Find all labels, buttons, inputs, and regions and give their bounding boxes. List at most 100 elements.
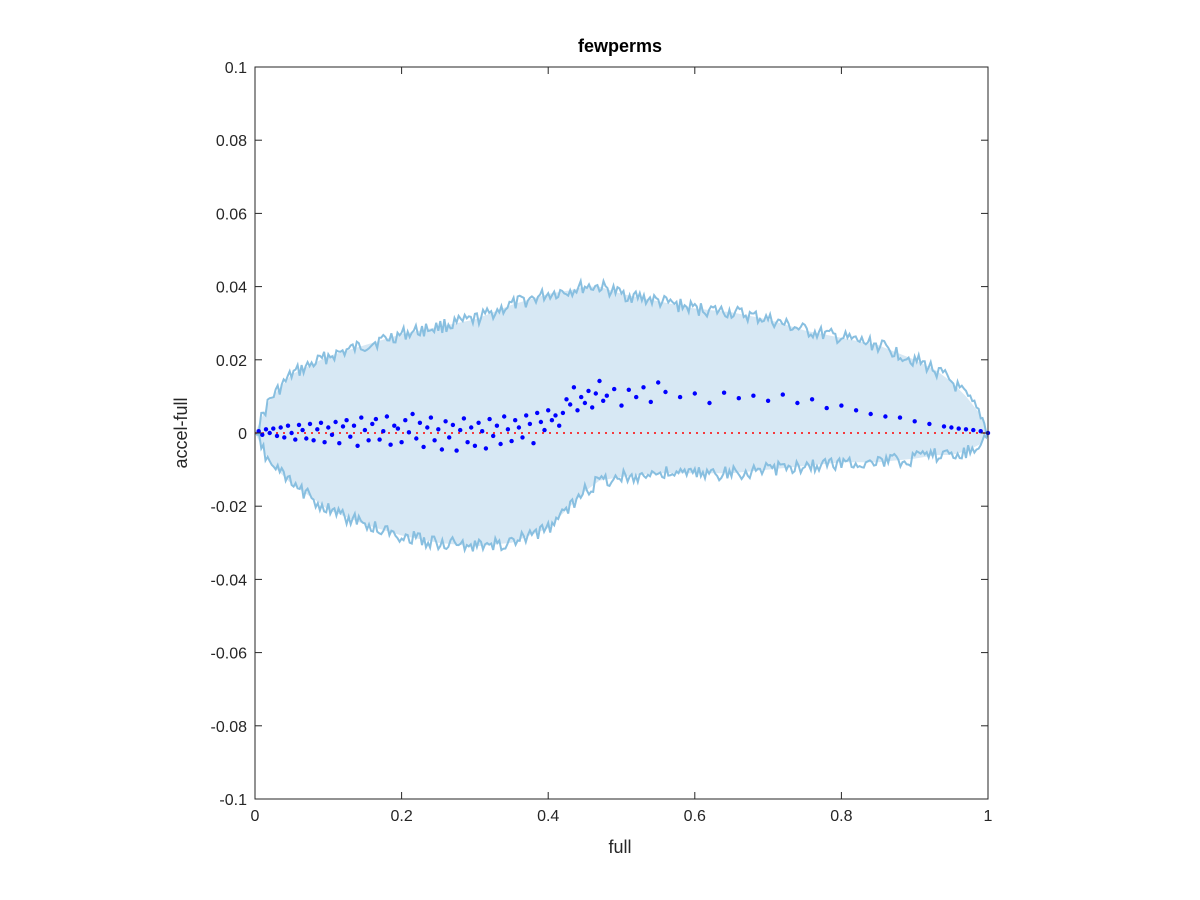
scatter-point	[406, 430, 412, 435]
scatter-point	[564, 397, 569, 402]
scatter-point	[458, 427, 463, 433]
scatter-point	[648, 399, 653, 405]
scatter-point	[868, 411, 873, 417]
scatter-point	[307, 421, 313, 427]
plot-area	[254, 277, 991, 554]
scatter-point	[641, 385, 646, 390]
scatter-point	[839, 403, 844, 408]
scatter-point	[626, 387, 631, 392]
y-tick-label: -0.02	[211, 499, 248, 516]
scatter-point	[461, 416, 467, 421]
scatter-point	[483, 446, 489, 451]
scatter-point	[941, 424, 947, 429]
scatter-point	[355, 443, 360, 448]
scatter-point	[612, 386, 617, 392]
scatter-point	[494, 423, 500, 428]
scatter-point	[883, 414, 888, 419]
scatter-point	[520, 435, 525, 440]
scatter-point	[432, 438, 437, 443]
scatter-point	[315, 427, 320, 432]
scatter-point	[388, 442, 393, 447]
scatter-point	[384, 414, 390, 419]
scatter-point	[403, 418, 408, 423]
scatter-point	[978, 429, 983, 434]
scatter-point	[707, 400, 712, 406]
y-tick-label: 0.1	[225, 60, 247, 77]
scatter-point	[531, 441, 536, 446]
scatter-point	[538, 419, 544, 425]
scatter-point	[340, 424, 346, 429]
scatter-point	[663, 389, 668, 395]
scatter-point	[373, 416, 379, 422]
scatter-point	[524, 413, 529, 418]
scatter-point	[366, 438, 371, 443]
scatter-point	[304, 436, 309, 441]
envelope-band	[255, 286, 988, 547]
y-tick-label: 0.08	[216, 133, 247, 150]
scatter-point	[513, 418, 518, 423]
envelope-upper-line	[254, 277, 989, 435]
scatter-point	[337, 441, 342, 446]
scatter-point	[267, 430, 272, 436]
scatter-point	[579, 394, 584, 400]
scatter-point	[278, 425, 283, 430]
scatter-point	[454, 448, 459, 453]
scatter-point	[601, 398, 606, 403]
scatter-point	[359, 415, 364, 420]
scatter-point	[425, 425, 430, 430]
scatter-point	[604, 393, 609, 398]
x-tick-label: 0.8	[830, 808, 852, 825]
scatter-point	[542, 427, 547, 433]
scatter-point	[553, 413, 558, 418]
scatter-point	[256, 429, 261, 434]
scatter-point	[586, 388, 591, 394]
scatter-point	[597, 378, 602, 384]
x-tick-label: 0.4	[537, 808, 559, 825]
y-tick-label: 0.04	[216, 280, 247, 297]
scatter-point	[322, 440, 327, 445]
scatter-point	[780, 392, 785, 397]
scatter-point	[344, 418, 349, 423]
scatter-point	[351, 423, 357, 428]
y-tick-label: 0.06	[216, 206, 247, 223]
scatter-point	[436, 427, 441, 432]
scatter-point	[971, 427, 976, 433]
scatter-point	[417, 420, 423, 425]
scatter-point	[439, 447, 445, 452]
scatter-point	[282, 435, 287, 440]
scatter-point	[399, 440, 404, 445]
scatter-point	[527, 421, 533, 427]
scatter-point	[476, 420, 481, 425]
scatter-point	[692, 391, 697, 396]
scatter-point	[505, 427, 511, 432]
scatter-point	[326, 425, 331, 430]
scatter-point	[765, 398, 771, 403]
scatter-point	[381, 429, 386, 434]
x-tick-label: 1	[984, 808, 993, 825]
scatter-point	[289, 430, 294, 436]
y-tick-label: -0.1	[219, 792, 247, 809]
scatter-point	[509, 438, 514, 444]
scatter-point	[853, 408, 859, 413]
scatter-point	[414, 436, 419, 441]
y-tick-label: -0.08	[211, 719, 248, 736]
scatter-point	[549, 418, 555, 423]
scatter-point	[450, 422, 456, 428]
scatter-point	[498, 441, 503, 447]
scatter-point	[274, 433, 280, 439]
scatter-point	[502, 414, 507, 419]
scatter-point	[956, 426, 961, 431]
scatter-point	[634, 394, 639, 400]
scatter-point	[491, 433, 496, 439]
scatter-point	[293, 437, 298, 442]
scatter-point	[296, 422, 302, 428]
scatter-point	[721, 390, 727, 395]
scatter-point	[546, 408, 551, 413]
scatter-point	[824, 405, 829, 411]
scatter-point	[568, 402, 573, 407]
scatter-point	[465, 440, 470, 445]
scatter-point	[677, 394, 683, 400]
scatter-point	[480, 429, 485, 434]
y-tick-label: 0.02	[216, 353, 247, 370]
scatter-point	[582, 400, 588, 406]
